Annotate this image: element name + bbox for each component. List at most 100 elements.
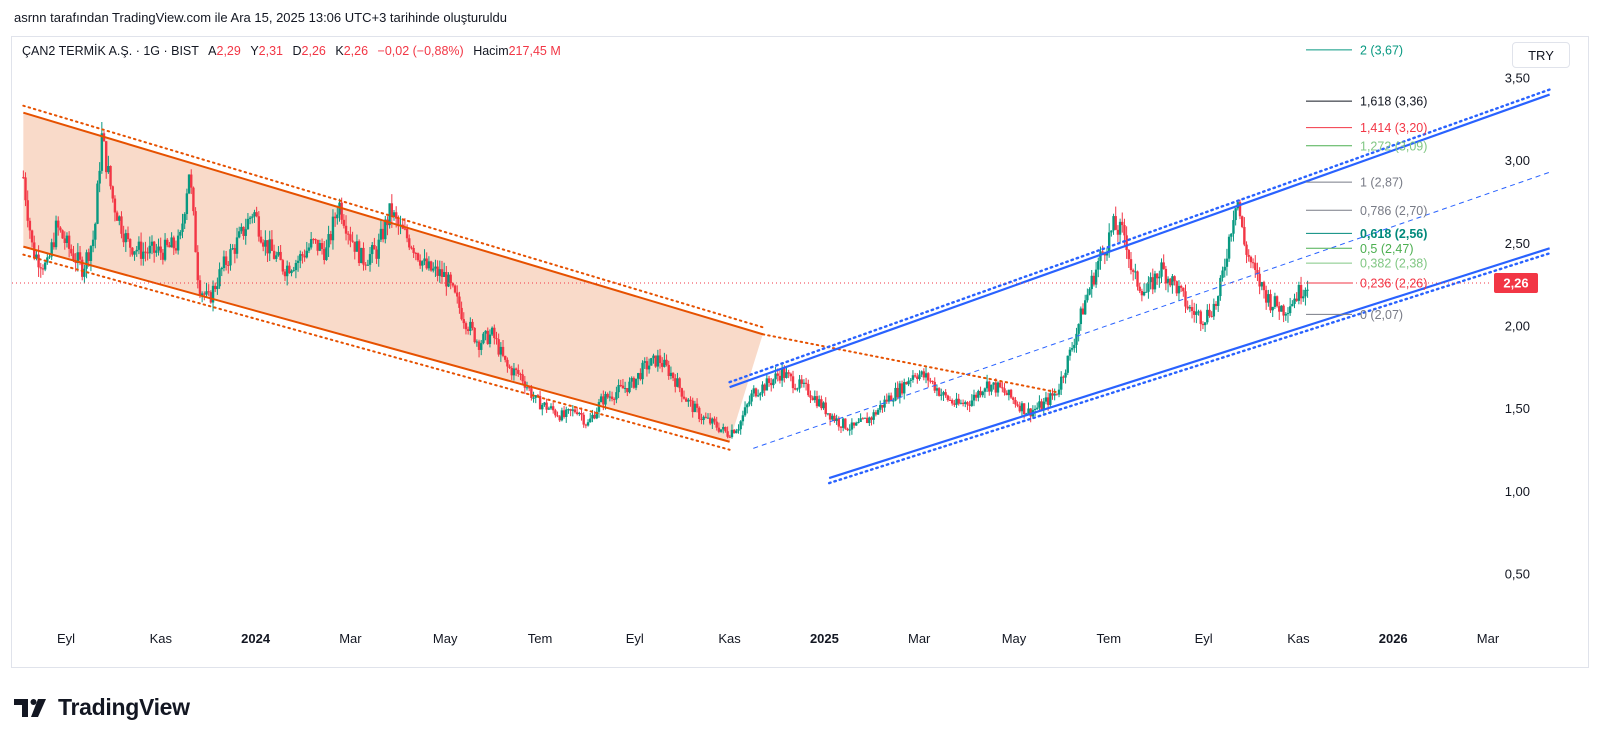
candle-body — [323, 248, 326, 260]
candle-body — [1020, 403, 1024, 412]
y-axis-tick-label: 3,50 — [1505, 71, 1530, 86]
candle-body — [748, 401, 751, 405]
candle-body — [366, 264, 370, 266]
candle-body — [246, 218, 250, 230]
symbol-name[interactable]: ÇAN2 TERMİK A.Ş. · 1G · BIST — [22, 44, 199, 58]
candle-body — [1195, 311, 1198, 315]
candle-body — [1162, 262, 1165, 269]
candle-body — [1112, 216, 1115, 231]
candle-body — [865, 417, 869, 424]
candle-body — [1304, 289, 1307, 297]
candle-body — [410, 247, 413, 249]
candle-body — [373, 245, 376, 250]
candle-body — [192, 187, 195, 212]
candle-body — [857, 421, 860, 423]
candle-body — [1073, 344, 1076, 349]
candle-body — [527, 387, 531, 389]
candle-body — [353, 241, 356, 252]
candle-body — [839, 426, 843, 428]
candle-body — [159, 246, 162, 253]
candle-body — [1210, 315, 1213, 317]
candle-body — [148, 245, 152, 254]
candle-body — [743, 407, 747, 416]
candle-body — [128, 239, 132, 248]
candle-body — [889, 395, 893, 402]
candle-body — [408, 238, 411, 248]
candle-body — [379, 228, 383, 240]
candle-body — [807, 383, 810, 396]
candle-body — [654, 355, 657, 367]
candle-body — [122, 233, 125, 243]
candle-body — [440, 269, 444, 277]
candle-body — [172, 237, 175, 249]
candle-body — [70, 248, 73, 254]
candle-body — [606, 393, 609, 398]
candle-body — [1216, 296, 1220, 306]
candle-body — [913, 375, 917, 377]
candle-body — [303, 255, 306, 258]
candle-body — [647, 365, 651, 370]
candle-body — [355, 241, 359, 252]
candle-body — [344, 225, 348, 234]
candle-body — [608, 396, 612, 398]
candle-body — [1138, 286, 1141, 291]
candle-body — [713, 418, 716, 422]
candle-body — [525, 387, 529, 389]
candle-body — [639, 373, 642, 380]
candle-body — [94, 223, 97, 240]
tradingview-logo[interactable]: TradingView — [14, 694, 190, 721]
candle-body — [964, 402, 967, 405]
candle-body — [329, 234, 332, 241]
candle-body — [65, 235, 69, 244]
candle-body — [251, 216, 254, 218]
candle-body — [61, 230, 64, 239]
x-axis-tick-label: Tem — [528, 631, 553, 646]
candle-body — [1086, 294, 1089, 301]
candle-body — [477, 341, 481, 350]
candle-body — [233, 248, 237, 254]
candle-body — [222, 256, 226, 269]
y-axis-tick-label: 2,00 — [1505, 319, 1530, 334]
candle-body — [1245, 244, 1248, 255]
candle-body — [403, 228, 407, 230]
candle-body — [1271, 306, 1274, 311]
candle-body — [1046, 397, 1050, 405]
candle-body — [937, 388, 941, 396]
candle-body — [828, 413, 832, 420]
candle-body — [1227, 236, 1231, 259]
candle-body — [371, 245, 374, 255]
candle-body — [665, 359, 668, 365]
candle-body — [1293, 298, 1296, 304]
candle-body — [558, 416, 561, 421]
chart-frame — [11, 36, 1589, 668]
candle-body — [466, 329, 470, 331]
candle-body — [294, 262, 298, 271]
candle-body — [150, 241, 154, 246]
fib-level-label: 0,382 (2,38) — [1360, 257, 1427, 271]
candle-body — [275, 255, 278, 259]
candle-body — [1025, 413, 1028, 415]
candle-body — [977, 390, 980, 398]
candle-body — [1012, 397, 1015, 400]
candle-body — [100, 133, 104, 171]
candle-body — [870, 417, 873, 420]
candle-body — [1145, 291, 1148, 293]
currency-button[interactable]: TRY — [1512, 42, 1570, 68]
candle-body — [170, 237, 173, 248]
candle-body — [1264, 290, 1268, 303]
candle-body — [1142, 291, 1146, 296]
candle-body — [1166, 278, 1170, 284]
candle-body — [1182, 287, 1185, 292]
candle-body — [418, 260, 422, 266]
candle-body — [831, 415, 834, 420]
candle-body — [50, 242, 53, 257]
candle-body — [623, 388, 627, 390]
candle-body — [1267, 294, 1270, 303]
candle-body — [761, 384, 764, 394]
candle-body — [421, 261, 424, 266]
x-axis-tick-label: Eyl — [1195, 631, 1213, 646]
candle-body — [794, 388, 797, 390]
candle-body — [257, 216, 261, 237]
candle-body — [1206, 309, 1209, 323]
